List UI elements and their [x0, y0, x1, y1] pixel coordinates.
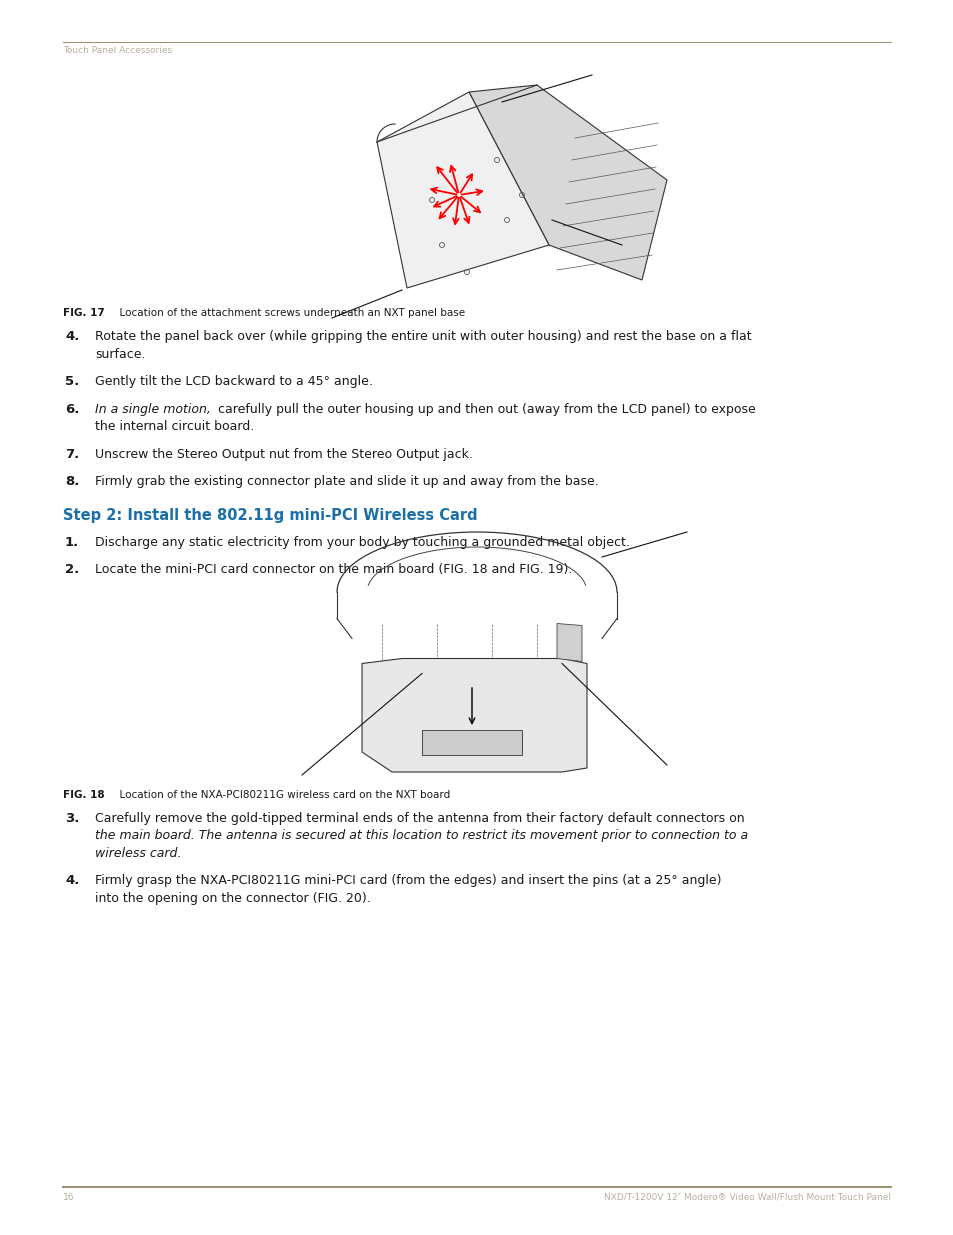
- Text: 6.: 6.: [65, 403, 79, 415]
- Text: 1.: 1.: [65, 536, 79, 548]
- Text: Step 2: Install the 802.11g mini-PCI Wireless Card: Step 2: Install the 802.11g mini-PCI Wir…: [63, 508, 477, 522]
- Polygon shape: [469, 85, 666, 280]
- Text: 16: 16: [63, 1193, 74, 1202]
- Text: 4.: 4.: [65, 330, 79, 343]
- Text: Discharge any static electricity from your body by touching a grounded metal obj: Discharge any static electricity from yo…: [95, 536, 629, 548]
- Text: 2.: 2.: [65, 563, 79, 576]
- Text: Rotate the panel back over (while gripping the entire unit with outer housing) a: Rotate the panel back over (while grippi…: [95, 330, 751, 343]
- Text: In a single motion,: In a single motion,: [95, 403, 211, 415]
- Polygon shape: [376, 91, 548, 288]
- Text: Touch Panel Accessories: Touch Panel Accessories: [63, 46, 172, 56]
- Bar: [421, 730, 521, 755]
- Text: Firmly grab the existing connector plate and slide it up and away from the base.: Firmly grab the existing connector plate…: [95, 475, 598, 488]
- Text: Carefully remove the gold-tipped terminal ends of the antenna from their factory: Carefully remove the gold-tipped termina…: [95, 811, 744, 825]
- Polygon shape: [557, 624, 581, 662]
- Text: into the opening on the connector (FIG. 20).: into the opening on the connector (FIG. …: [95, 892, 371, 905]
- Text: Locate the mini-PCI card connector on the main board (FIG. 18 and FIG. 19).: Locate the mini-PCI card connector on th…: [95, 563, 572, 576]
- Text: surface.: surface.: [95, 347, 146, 361]
- Text: Location of the attachment screws underneath an NXT panel base: Location of the attachment screws undern…: [112, 308, 465, 317]
- Text: the main board. The antenna is secured at this location to restrict its movement: the main board. The antenna is secured a…: [95, 830, 747, 842]
- Text: Location of the NXA-PCI80211G wireless card on the NXT board: Location of the NXA-PCI80211G wireless c…: [112, 790, 450, 800]
- Text: FIG. 17: FIG. 17: [63, 308, 105, 317]
- Text: 5.: 5.: [65, 375, 79, 388]
- Text: FIG. 18: FIG. 18: [63, 790, 105, 800]
- Text: carefully pull the outer housing up and then out (away from the LCD panel) to ex: carefully pull the outer housing up and …: [213, 403, 755, 415]
- Polygon shape: [361, 658, 586, 772]
- Text: the internal circuit board.: the internal circuit board.: [95, 420, 254, 433]
- Text: wireless card.: wireless card.: [95, 847, 181, 860]
- Text: 7.: 7.: [65, 447, 79, 461]
- Text: Unscrew the Stereo Output nut from the Stereo Output jack.: Unscrew the Stereo Output nut from the S…: [95, 447, 473, 461]
- Text: NXD/T-1200V 12″ Modero® Video Wall/Flush Mount Touch Panel: NXD/T-1200V 12″ Modero® Video Wall/Flush…: [603, 1193, 890, 1202]
- Text: Firmly grasp the NXA-PCI80211G mini-PCI card (from the edges) and insert the pin: Firmly grasp the NXA-PCI80211G mini-PCI …: [95, 874, 720, 888]
- Text: 3.: 3.: [65, 811, 79, 825]
- Text: 4.: 4.: [65, 874, 79, 888]
- Text: Gently tilt the LCD backward to a 45° angle.: Gently tilt the LCD backward to a 45° an…: [95, 375, 373, 388]
- Text: 8.: 8.: [65, 475, 79, 488]
